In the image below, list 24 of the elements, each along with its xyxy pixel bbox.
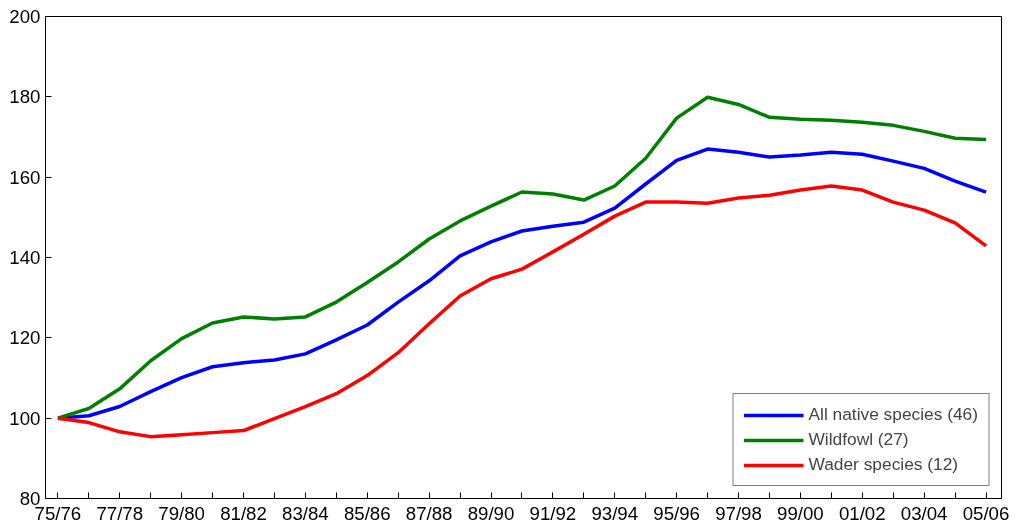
x-tick-label: 93/94 <box>591 502 639 524</box>
x-tick-label: 83/84 <box>282 502 329 524</box>
y-tick-label: 120 <box>9 327 41 349</box>
x-tick-label: 81/82 <box>220 502 267 524</box>
legend-label: All native species (46) <box>808 404 978 425</box>
y-tick-label: 140 <box>9 247 41 268</box>
x-tick-label: 99/00 <box>777 502 824 524</box>
x-tick-label: 79/80 <box>158 502 205 524</box>
x-tick-label: 85/86 <box>343 502 391 524</box>
legend-label: Wader species (12) <box>808 454 959 475</box>
y-tick-label: 180 <box>9 86 41 108</box>
x-tick-label: 97/98 <box>715 502 762 524</box>
x-tick-label: 89/90 <box>467 502 515 524</box>
x-tick-label: 03/04 <box>900 502 948 524</box>
x-tick-label: 01/02 <box>838 502 886 524</box>
x-tick-label: 91/92 <box>529 502 577 524</box>
x-tick-label: 87/88 <box>405 502 453 524</box>
x-tick-label: 77/78 <box>96 502 144 524</box>
y-tick-label: 100 <box>9 407 41 429</box>
legend-label: Wildfowl (27) <box>808 429 909 450</box>
y-tick-label: 160 <box>9 166 41 188</box>
x-tick-label: 95/96 <box>653 502 700 524</box>
y-tick-label: 200 <box>9 6 41 27</box>
x-tick-label: 05/06 <box>962 502 1010 524</box>
